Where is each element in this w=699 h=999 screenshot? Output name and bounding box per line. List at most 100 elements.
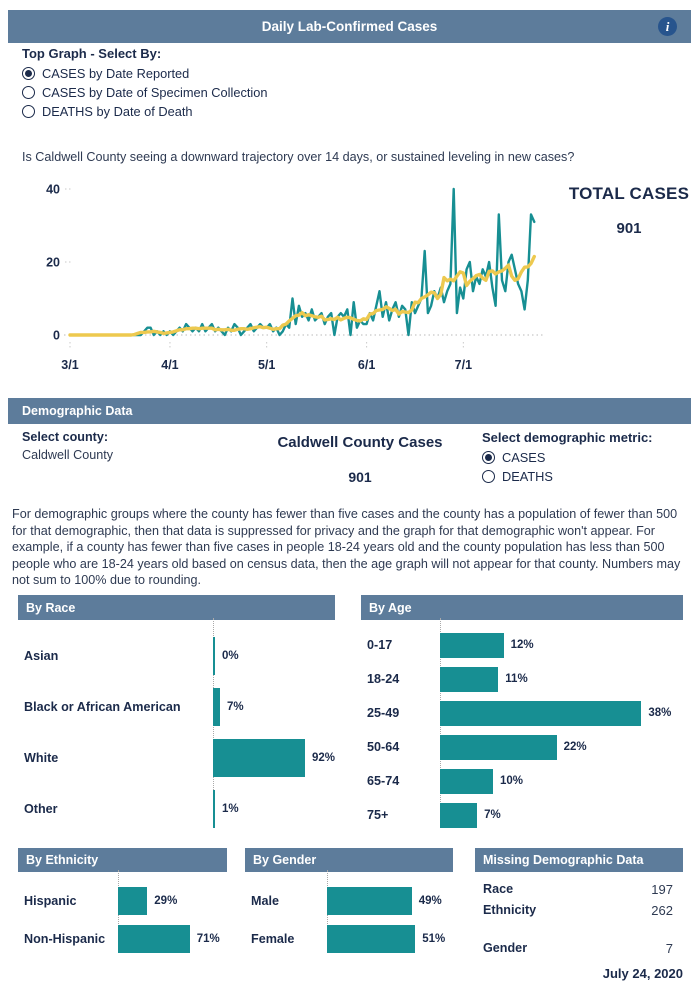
report-date: July 24, 2020 — [602, 966, 683, 981]
radio-button-icon[interactable] — [22, 104, 35, 118]
percent-label: 7% — [484, 809, 501, 821]
missing-label: Gender — [483, 941, 528, 955]
white-bar — [213, 738, 305, 777]
y-axis-tick-label: 0 — [53, 329, 60, 343]
top-graph-select-label: Top Graph - Select By: — [22, 46, 162, 61]
percent-label: 49% — [418, 895, 442, 907]
hispanic-bar — [118, 887, 148, 915]
category-label: Black or African American — [24, 699, 181, 714]
radio-button-icon[interactable] — [22, 66, 35, 80]
percent-label: 11% — [505, 673, 528, 685]
missing-ethnicity-row: Ethnicity 262 — [475, 903, 683, 918]
total-cases-label: TOTAL CASES — [568, 184, 690, 203]
male-row: Male 49% — [245, 882, 453, 920]
female-bar — [327, 925, 416, 953]
category-label: 18-24 — [367, 672, 400, 686]
50-64-row: 50-64 22% — [361, 730, 683, 764]
by-race-header: By Race — [18, 595, 335, 620]
18-24-row: 18-24 11% — [361, 662, 683, 696]
missing-value: 197 — [651, 882, 673, 897]
x-axis-tick-label: 3/1 — [61, 358, 78, 372]
white-row: White 92% — [18, 732, 335, 783]
x-axis-tick-label: 7/1 — [455, 358, 472, 372]
radio-label: DEATHS — [502, 468, 553, 484]
by-age-header: By Age — [361, 595, 683, 620]
metric-selector: Select demographic metric: CASES DEATHS — [482, 430, 653, 484]
radio-label: DEATHS by Date of Death — [42, 103, 193, 119]
radio-deaths[interactable]: DEATHS — [482, 468, 653, 484]
category-label: Asian — [24, 648, 59, 663]
by-age-panel: By Age 0-17 12% 18-24 11% 25-49 38% 50-64 22% 65… — [361, 595, 683, 832]
missing-demographic-table: Race 197 Ethnicity 262 Gender 7 — [475, 872, 683, 956]
by-race-panel: By Race Asian 0% Black or African American… — [18, 595, 335, 834]
daily-cases-chart: 0 20 40 3/1 4/1 5/1 6/1 7/1 — [46, 183, 543, 372]
by-race-chart: Asian 0% Black or African American 7% White 9… — [18, 618, 335, 834]
missing-value: 262 — [651, 903, 673, 918]
by-age-chart: 0-17 12% 18-24 11% 25-49 38% 50-64 22% 65-74 10% 7… — [361, 618, 683, 832]
info-icon[interactable]: i — [658, 17, 677, 36]
missing-label: Ethnicity — [483, 903, 537, 917]
category-label: 0-17 — [367, 638, 393, 652]
percent-label: 12% — [510, 639, 534, 651]
top-graph-radio-group: CASES by Date Reported CASES by Date of S… — [22, 65, 268, 119]
category-label: Female — [251, 932, 295, 946]
metric-radio-group: CASES DEATHS — [482, 450, 653, 484]
by-gender-panel: By Gender Male 49% Female 51% — [245, 848, 453, 958]
0-17-row: 0-17 12% — [361, 628, 683, 662]
0-17-bar — [440, 632, 504, 658]
county-select-block: Select county: Caldwell County — [22, 430, 113, 462]
male-bar — [327, 887, 412, 915]
privacy-note: For demographic groups where the county … — [12, 507, 681, 587]
metric-select-label: Select demographic metric: — [482, 430, 653, 445]
trajectory-question: Is Caldwell County seeing a downward tra… — [22, 150, 575, 164]
radio-label: CASES by Date Reported — [42, 65, 190, 81]
total-cases-block: TOTAL CASES 901 — [563, 184, 695, 237]
category-label: 25-49 — [367, 706, 400, 720]
percent-label: 92% — [312, 751, 336, 764]
percent-label: 7% — [227, 700, 244, 713]
female-row: Female 51% — [245, 920, 453, 958]
top-graph-selector: Top Graph - Select By: CASES by Date Rep… — [22, 46, 268, 119]
x-axis-tick-label: 6/1 — [358, 358, 375, 372]
missing-demographic-panel: Missing Demographic Data Race 197 Ethnicit… — [475, 848, 683, 956]
radio-button-icon[interactable] — [482, 469, 495, 483]
county-select[interactable]: Caldwell County — [22, 448, 113, 462]
radio-cases[interactable]: CASES — [482, 450, 653, 465]
y-axis-tick-label: 40 — [46, 183, 60, 197]
radio-label: CASES by Date of Specimen Collection — [42, 84, 268, 100]
non-hispanic-row: Non-Hispanic 71% — [18, 920, 227, 958]
missing-value: 7 — [665, 941, 673, 956]
category-label: Other — [24, 801, 58, 816]
demographic-data-header: Demographic Data — [8, 398, 691, 424]
by-gender-header: By Gender — [245, 848, 453, 872]
missing-gender-row: Gender 7 — [475, 941, 683, 956]
y-axis-tick-label: 20 — [46, 256, 60, 270]
25-49-row: 25-49 38% — [361, 696, 683, 730]
missing-demographic-header: Missing Demographic Data — [475, 848, 683, 872]
65-74-bar — [440, 768, 493, 794]
radio-cases-by-date-reported[interactable]: CASES by Date Reported — [22, 65, 267, 81]
50-64-bar — [440, 734, 557, 760]
asian-bar — [213, 636, 215, 675]
percent-label: 1% — [222, 802, 239, 815]
radio-button-icon[interactable] — [482, 450, 495, 464]
percent-label: 22% — [563, 741, 587, 753]
by-ethnicity-header: By Ethnicity — [18, 848, 227, 872]
category-label: Non-Hispanic — [24, 932, 106, 946]
radio-button-icon[interactable] — [22, 85, 35, 99]
category-label: 75+ — [367, 808, 389, 822]
percent-label: 10% — [500, 775, 524, 787]
hispanic-row: Hispanic 29% — [18, 882, 227, 920]
other-row: Other 1% — [18, 783, 335, 834]
by-ethnicity-chart: Hispanic 29% Non-Hispanic 71% — [18, 870, 227, 958]
65-74-row: 65-74 10% — [361, 764, 683, 798]
page-title: Daily Lab-Confirmed Cases — [261, 19, 438, 34]
percent-label: 0% — [222, 649, 239, 662]
county-cases-title: Caldwell County Cases — [277, 434, 443, 451]
x-axis-tick-label: 5/1 — [258, 358, 275, 372]
radio-deaths-by-date-of-death[interactable]: DEATHS by Date of Death — [22, 103, 267, 119]
percent-label: 38% — [648, 707, 672, 719]
radio-cases-by-date-of-specimen-collection[interactable]: CASES by Date of Specimen Collection — [22, 84, 268, 100]
missing-race-row: Race 197 — [475, 882, 683, 897]
75-bar — [440, 802, 478, 828]
